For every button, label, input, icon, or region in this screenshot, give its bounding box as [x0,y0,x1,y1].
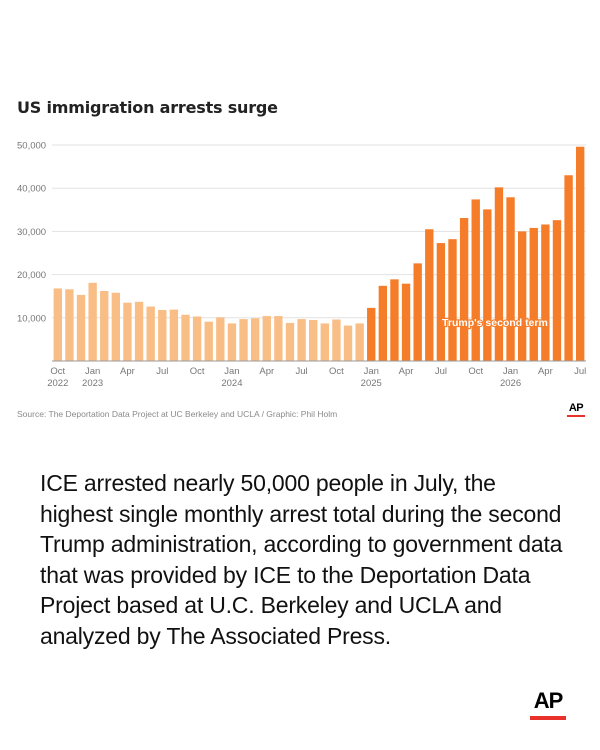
bar [88,282,97,361]
gridlines [52,144,586,319]
x-tick-label: Oct [190,366,205,377]
bar [146,306,155,361]
ap-logo-large: AP [530,690,566,720]
y-tick-label: 40,000 [17,184,46,195]
bar [401,283,411,361]
bar [76,294,86,361]
bar [448,239,457,361]
x-tick-label: Jul [156,366,168,377]
bar [111,292,121,361]
bar [517,231,527,361]
bar [413,263,422,361]
bar [425,229,434,361]
bar [343,325,353,361]
bar [459,218,469,361]
bar [576,146,585,361]
x-tick-label: Jan [503,366,518,377]
bar [274,316,283,361]
x-tick-label: Jan [364,366,379,377]
x-tick-label: Oct [329,366,344,377]
bar [529,227,538,361]
caption-text: ICE arrested nearly 50,000 people in Jul… [40,470,563,649]
x-tick-year-label: 2025 [361,378,382,389]
bar [564,175,573,361]
bar [320,323,329,361]
bar [250,318,260,361]
bar [158,310,167,361]
bar [192,316,202,361]
bar [494,187,504,361]
x-tick-label: Jan [85,366,100,377]
bar [181,314,190,361]
x-tick-label: Jul [574,366,586,377]
x-tick-label: Apr [120,366,135,377]
bar [239,319,248,361]
x-tick-year-label: 2024 [221,378,242,389]
y-axis-ticks: 50,000 40,000 30,000 20,000 10,000 [17,141,46,325]
bar [227,323,237,361]
bars [53,146,585,361]
ap-logo-small: AP [567,402,585,417]
bar [367,307,376,361]
source-credit: Source: The Deportation Data Project at … [17,409,338,419]
bar [204,321,213,361]
ap-logo-large-text: AP [533,688,564,713]
bar [378,285,388,361]
bar [390,279,399,361]
x-tick-label: Oct [50,366,65,377]
ap-logo-small-bar [567,415,585,417]
bar [297,319,306,361]
ap-logo-large-bar [530,716,566,720]
bar [552,220,562,361]
x-tick-label: Jan [224,366,239,377]
bar [262,316,271,361]
bar [332,319,341,361]
y-tick-label: 50,000 [17,141,46,152]
bar [541,224,550,361]
bar [216,317,225,361]
x-tick-label: Jul [435,366,447,377]
bar [65,289,74,361]
bar [134,301,144,361]
y-tick-label: 30,000 [17,227,46,238]
bar [506,197,515,361]
x-tick-year-label: 2026 [500,378,521,389]
x-tick-label: Apr [259,366,274,377]
x-tick-year-label: 2023 [82,378,103,389]
bar [285,322,295,361]
x-tick-label: Oct [468,366,483,377]
ap-logo-small-text: AP [568,402,584,414]
x-tick-year-label: 2022 [47,378,68,389]
x-tick-label: Apr [399,366,414,377]
term-annotation: Trump's second term [442,317,548,329]
bar [53,288,62,361]
bar [355,323,364,361]
bar [483,209,492,361]
bar [169,309,179,361]
chart-title: US immigration arrests surge [17,98,278,117]
bar [309,319,318,361]
bar [123,302,132,361]
bar [471,199,480,361]
y-tick-label: 10,000 [17,313,46,324]
bar [436,243,446,361]
y-tick-label: 20,000 [17,270,46,281]
x-tick-label: Jul [296,366,308,377]
bar [100,291,109,361]
x-tick-label: Apr [538,366,553,377]
